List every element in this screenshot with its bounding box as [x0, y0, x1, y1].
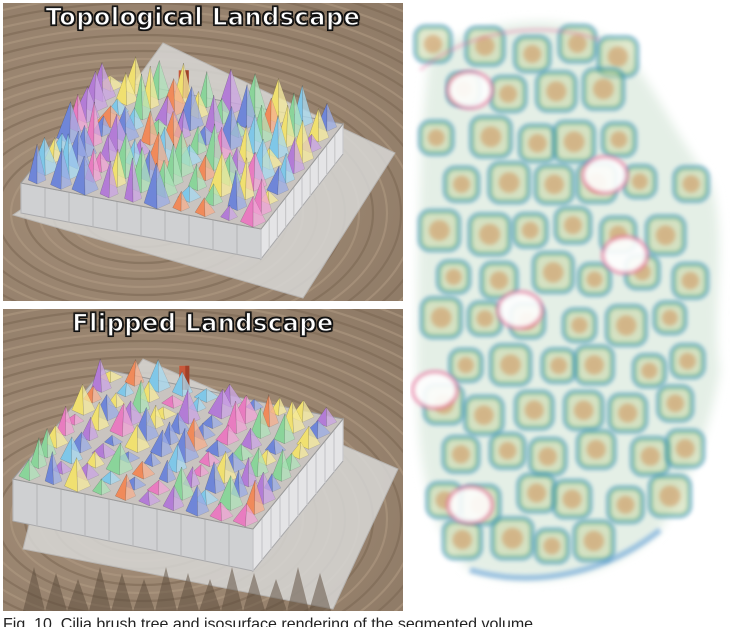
volume-render	[410, 10, 730, 610]
figure-caption: Fig. 10. Cilia brush tree and isosurface…	[3, 612, 730, 627]
topological-landscape-panel: Topological Landscape	[3, 3, 403, 301]
flipped-landscape-panel: Flipped Landscape	[3, 309, 403, 611]
volume-rendering-panel	[410, 10, 730, 610]
flipped-landscape-render	[3, 309, 403, 611]
topological-landscape-render	[3, 3, 403, 301]
